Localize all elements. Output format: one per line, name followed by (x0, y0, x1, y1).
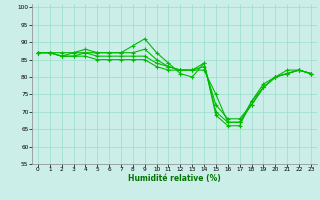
X-axis label: Humidité relative (%): Humidité relative (%) (128, 174, 221, 183)
